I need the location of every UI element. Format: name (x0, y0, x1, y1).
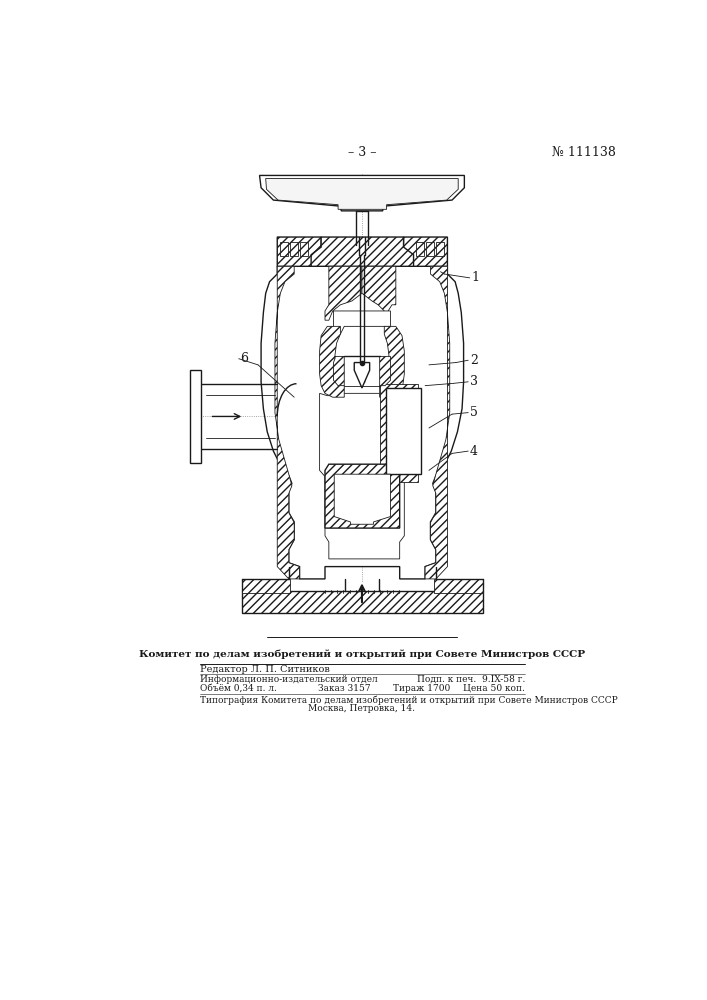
Polygon shape (261, 266, 464, 579)
Bar (416, 242, 423, 256)
Polygon shape (266, 179, 458, 209)
Polygon shape (334, 311, 390, 334)
Text: Цена 50 коп.: Цена 50 коп. (463, 684, 525, 693)
Bar (380, 384, 418, 482)
Polygon shape (325, 266, 362, 320)
Bar (281, 242, 288, 256)
Polygon shape (311, 237, 414, 266)
Polygon shape (334, 356, 344, 386)
Polygon shape (334, 474, 390, 524)
Polygon shape (325, 464, 399, 528)
Text: 1: 1 (472, 271, 479, 284)
Bar (436, 242, 443, 256)
Polygon shape (277, 237, 329, 266)
Polygon shape (362, 266, 396, 320)
Bar (434, 579, 483, 593)
Polygon shape (380, 326, 404, 397)
Text: 5: 5 (469, 406, 478, 419)
Polygon shape (320, 393, 409, 559)
Bar (242, 579, 291, 593)
Text: Москва, Петровка, 14.: Москва, Петровка, 14. (308, 704, 416, 713)
Text: Объём 0,34 п. л.: Объём 0,34 п. л. (200, 684, 277, 693)
Polygon shape (259, 175, 464, 211)
Bar (426, 242, 433, 256)
Bar (386, 388, 421, 474)
Text: Тираж 1700: Тираж 1700 (392, 684, 450, 693)
Polygon shape (425, 266, 450, 579)
Text: 3: 3 (469, 375, 478, 388)
Polygon shape (275, 266, 300, 579)
Polygon shape (354, 363, 370, 388)
Polygon shape (380, 356, 390, 386)
Polygon shape (396, 237, 448, 266)
Text: – 3 –: – 3 – (349, 146, 377, 159)
Text: Информационно-издательский отдел: Информационно-издательский отдел (200, 675, 378, 684)
Text: Заказ 3157: Заказ 3157 (318, 684, 370, 693)
Bar (190, 370, 201, 463)
Text: № 111138: № 111138 (552, 146, 616, 159)
Bar (242, 591, 483, 613)
Text: Подп. к печ.  9.IX-58 г.: Подп. к печ. 9.IX-58 г. (417, 675, 525, 684)
Text: Типография Комитета по делам изобретений и открытий при Совете Министров СССР: Типография Комитета по делам изобретений… (200, 695, 618, 705)
Bar (291, 242, 298, 256)
Text: 6: 6 (240, 352, 248, 365)
Bar (300, 242, 308, 256)
Text: 4: 4 (469, 445, 478, 458)
Text: 2: 2 (469, 354, 478, 367)
Polygon shape (320, 326, 344, 397)
Text: Комитет по делам изобретений и открытий при Совете Министров СССР: Комитет по делам изобретений и открытий … (139, 650, 585, 659)
Text: Редактор Л. П. Ситников: Редактор Л. П. Ситников (200, 665, 330, 674)
